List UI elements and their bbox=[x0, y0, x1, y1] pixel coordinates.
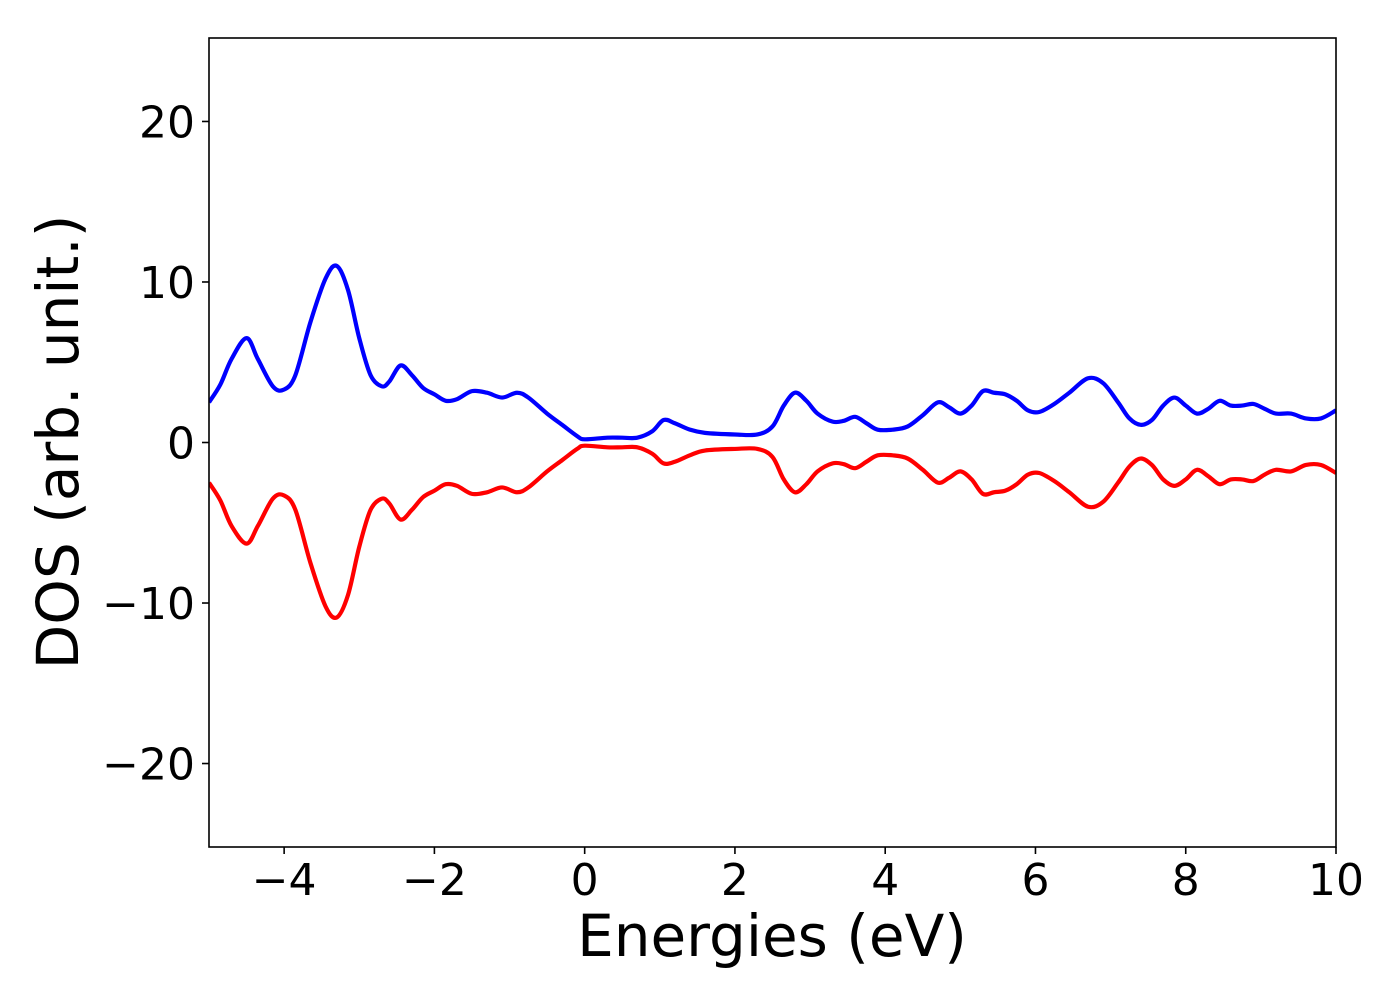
series-line-2 bbox=[209, 443, 1336, 620]
x-tick-label: 6 bbox=[1021, 855, 1049, 906]
y-tick-label: −10 bbox=[102, 579, 195, 630]
plot-frame bbox=[208, 37, 1337, 848]
x-tick-label: 8 bbox=[1172, 855, 1200, 906]
x-tick-label: 0 bbox=[571, 855, 599, 906]
y-axis-label: DOS (arb. unit.) bbox=[24, 215, 92, 670]
x-tick-label: 4 bbox=[871, 855, 899, 906]
x-axis-label: Energies (eV) bbox=[577, 902, 967, 970]
x-tick-label: −2 bbox=[402, 855, 467, 906]
y-tick-label: −20 bbox=[102, 740, 195, 791]
y-tick-label: 10 bbox=[139, 258, 195, 309]
x-tick-label: 10 bbox=[1308, 855, 1364, 906]
y-tick-label: 20 bbox=[139, 97, 195, 148]
series-line-1 bbox=[209, 263, 1336, 442]
x-axis-ticks: −4 −2 0 2 4 6 8 10 bbox=[252, 847, 1364, 906]
series-layer bbox=[209, 263, 1336, 620]
y-axis-ticks: 20 10 0 −10 −20 bbox=[102, 97, 209, 791]
x-tick-label: 2 bbox=[721, 855, 749, 906]
y-tick-label: 0 bbox=[167, 419, 195, 470]
x-tick-label: −4 bbox=[252, 855, 317, 906]
